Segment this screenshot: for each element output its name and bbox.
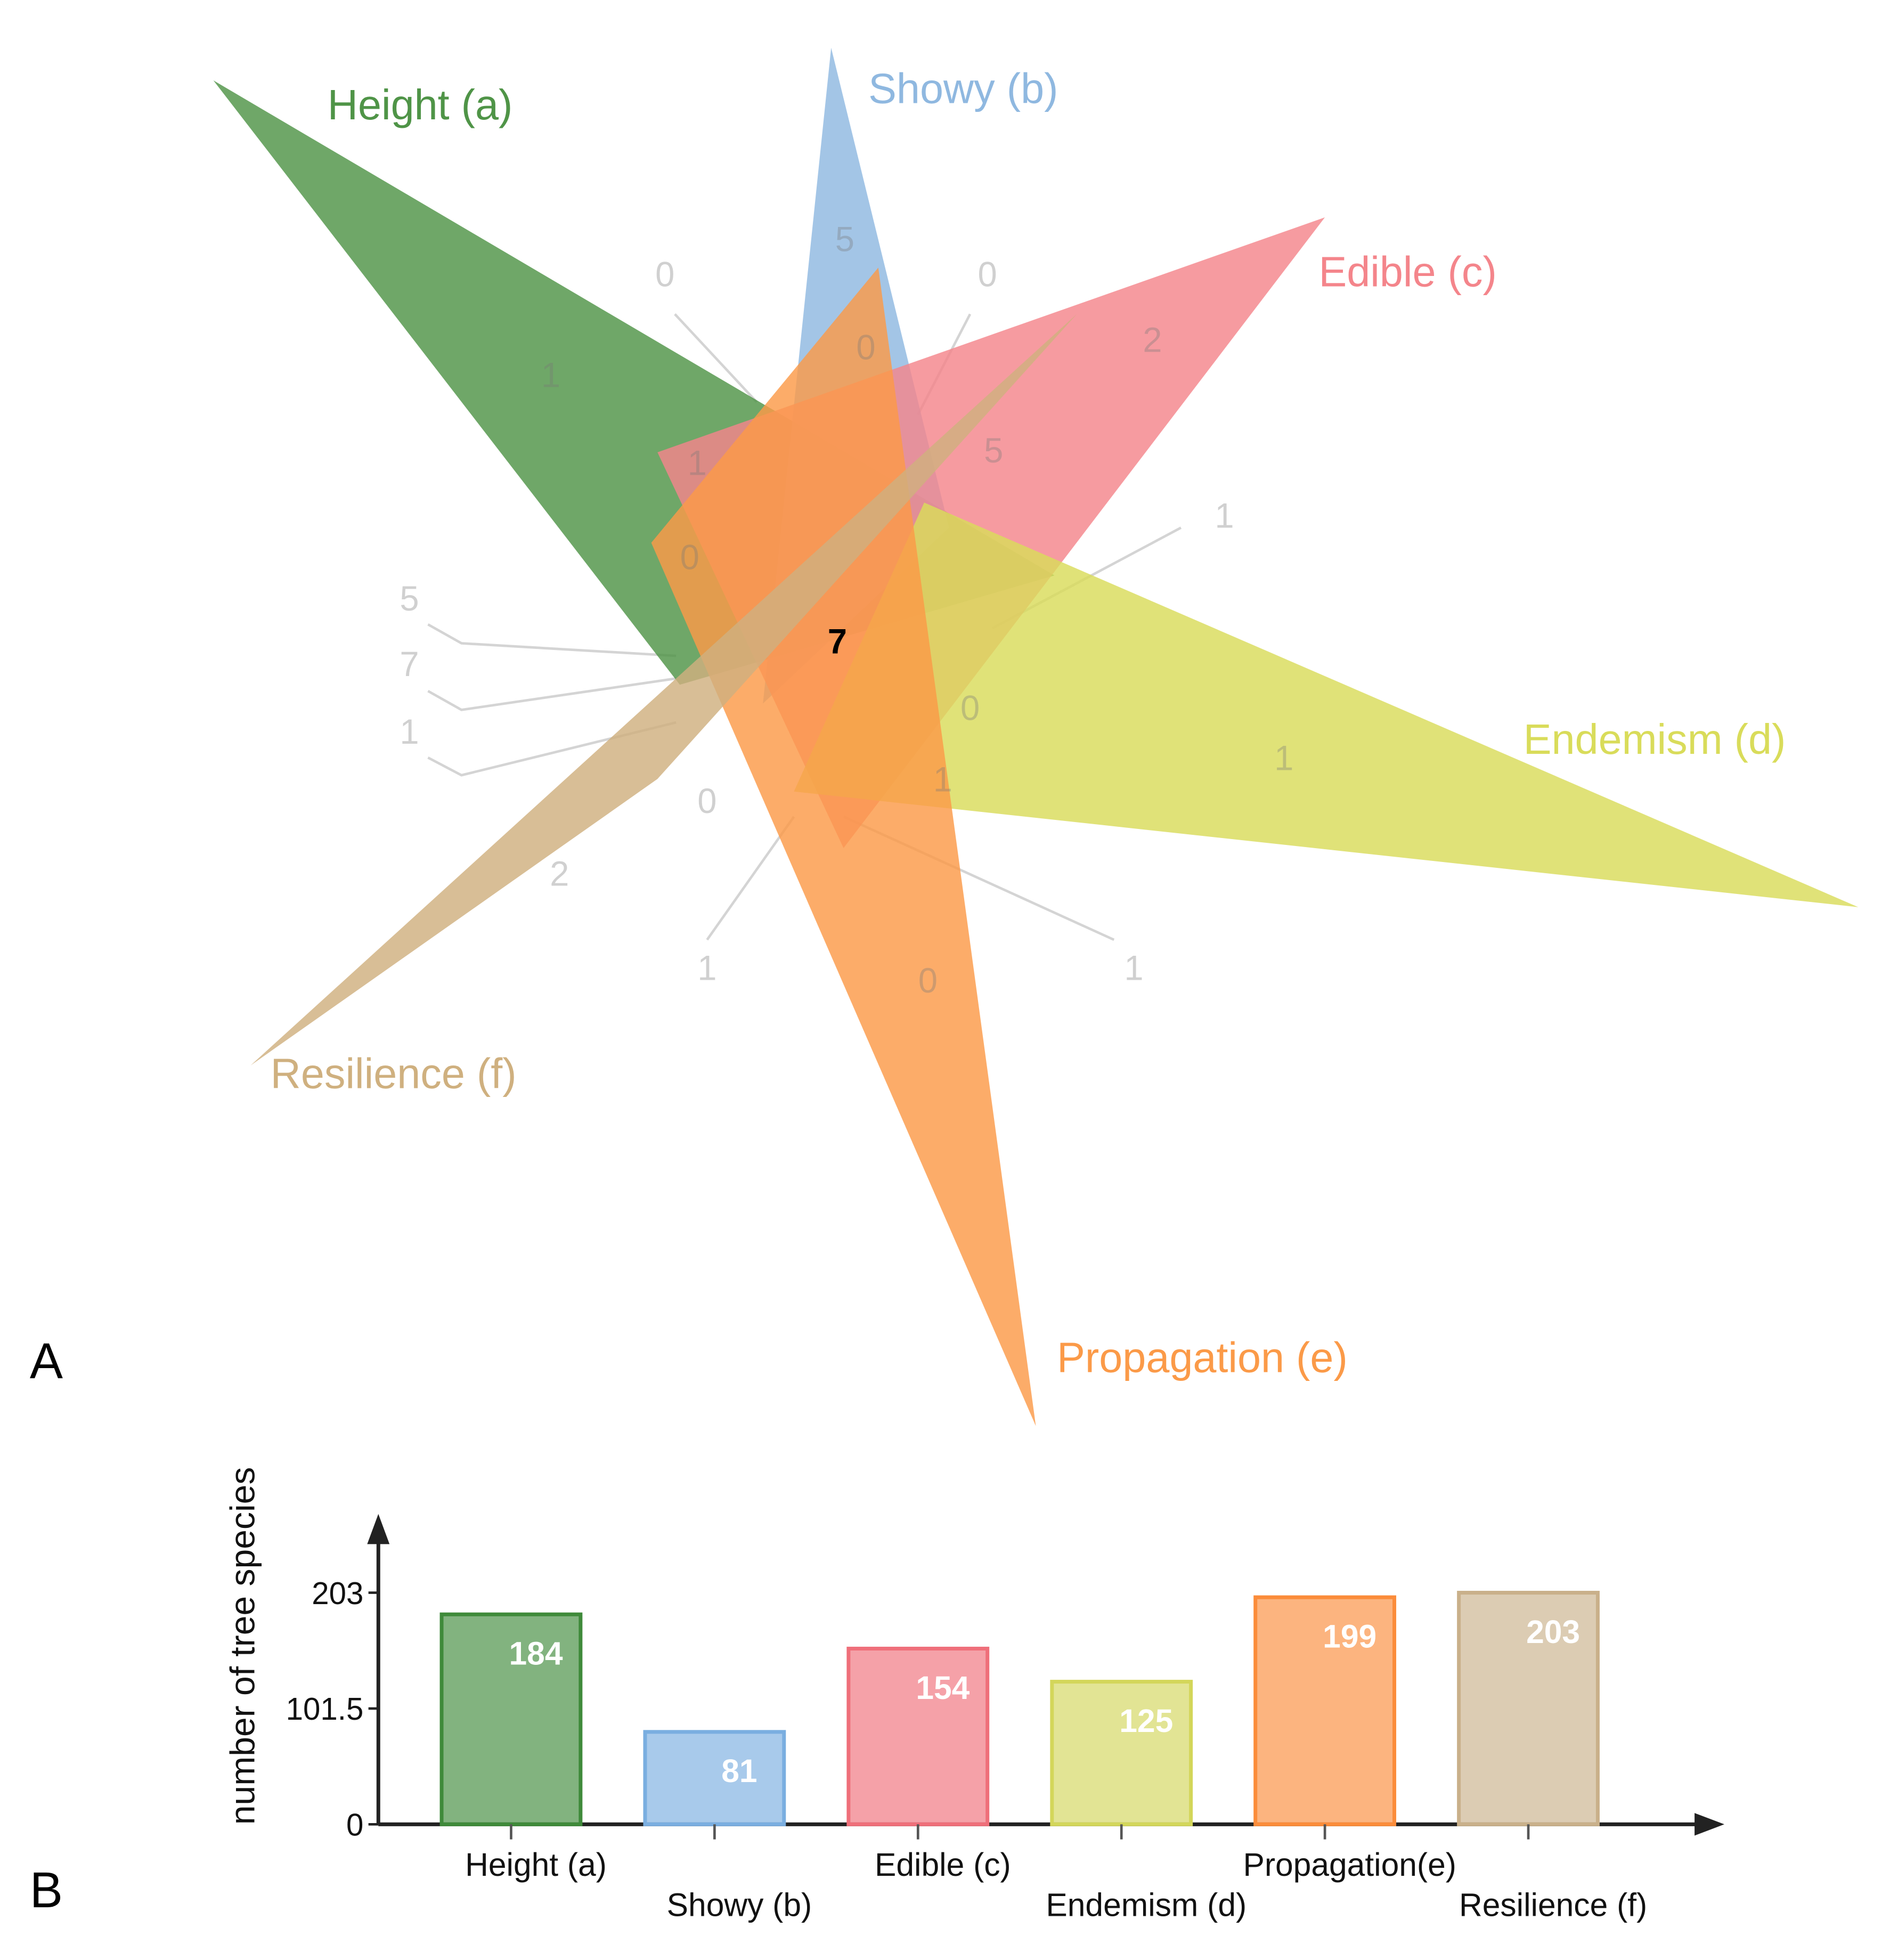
set-label: Showy (b) xyxy=(868,64,1058,112)
region-count: 1 xyxy=(1124,948,1143,987)
leader-line xyxy=(427,677,677,711)
region-count: 0 xyxy=(918,961,938,1000)
region-count: 0 xyxy=(960,688,980,727)
region-count: 2 xyxy=(550,854,569,893)
y-tick-label: 203 xyxy=(312,1576,363,1611)
x-tick-label: Endemism (d) xyxy=(1046,1886,1247,1923)
value-label: 184 xyxy=(509,1635,563,1671)
region-count: 0 xyxy=(697,781,716,820)
value-label: 125 xyxy=(1119,1703,1173,1739)
region-count: 1 xyxy=(933,760,952,799)
leader-line xyxy=(706,816,795,941)
set-shape xyxy=(651,267,1036,1426)
x-tick-label: Showy (b) xyxy=(667,1886,812,1923)
region-count: 1 xyxy=(697,948,716,987)
value-label: 203 xyxy=(1526,1614,1580,1650)
set-label: Edible (c) xyxy=(1318,248,1496,296)
region-count: 7 xyxy=(828,622,847,661)
region-count: 5 xyxy=(400,579,419,618)
leader-line xyxy=(427,623,677,657)
y-axis-arrow xyxy=(367,1514,390,1544)
value-label: 199 xyxy=(1323,1618,1376,1654)
panel-label: A xyxy=(30,1333,63,1389)
leader-line xyxy=(674,313,758,403)
region-count: 0 xyxy=(978,255,997,294)
x-tick-label: Resilience (f) xyxy=(1459,1886,1647,1923)
bar xyxy=(846,1646,990,1826)
region-count: 7 xyxy=(400,644,419,683)
x-axis-arrow xyxy=(1695,1813,1724,1836)
x-tick-label: Height (a) xyxy=(465,1847,607,1883)
set-label: Height (a) xyxy=(328,81,513,129)
region-count: 0 xyxy=(856,328,875,367)
value-label: 154 xyxy=(916,1669,970,1705)
region-count: 1 xyxy=(541,355,560,394)
y-tick-label: 101.5 xyxy=(286,1692,364,1727)
region-count: 5 xyxy=(835,219,854,258)
y-tick-label: 0 xyxy=(346,1808,363,1842)
region-count: 0 xyxy=(655,255,674,294)
region-count: 1 xyxy=(1274,738,1293,777)
bar-chart: 0 101.5 203 number of tree species 184 Height… xyxy=(223,1467,1724,1923)
set-label: Endemism (d) xyxy=(1524,715,1786,763)
panel-label: B xyxy=(30,1861,63,1918)
x-tick-label: Propagation(e) xyxy=(1243,1847,1456,1883)
bar xyxy=(643,1730,786,1826)
bar xyxy=(1050,1680,1193,1826)
region-count: 1 xyxy=(1215,496,1234,535)
region-count: 2 xyxy=(1143,320,1162,359)
y-axis-label: number of tree species xyxy=(223,1467,262,1825)
set-label: Propagation (e) xyxy=(1057,1333,1348,1381)
set-shape xyxy=(794,502,1859,907)
region-count: 0 xyxy=(680,538,699,576)
value-label: 81 xyxy=(721,1753,757,1789)
x-tick-label: Edible (c) xyxy=(875,1847,1011,1883)
set-label: Resilience (f) xyxy=(271,1050,517,1097)
region-count: 5 xyxy=(984,430,1003,469)
region-count: 1 xyxy=(400,712,419,751)
venn-diagram: Height (a) Showy (b) Edible (c) Endemism (d… xyxy=(213,47,1859,1426)
bar xyxy=(1253,1595,1397,1826)
bar xyxy=(439,1612,583,1826)
region-count: 1 xyxy=(688,443,707,482)
leader-line xyxy=(427,721,677,777)
